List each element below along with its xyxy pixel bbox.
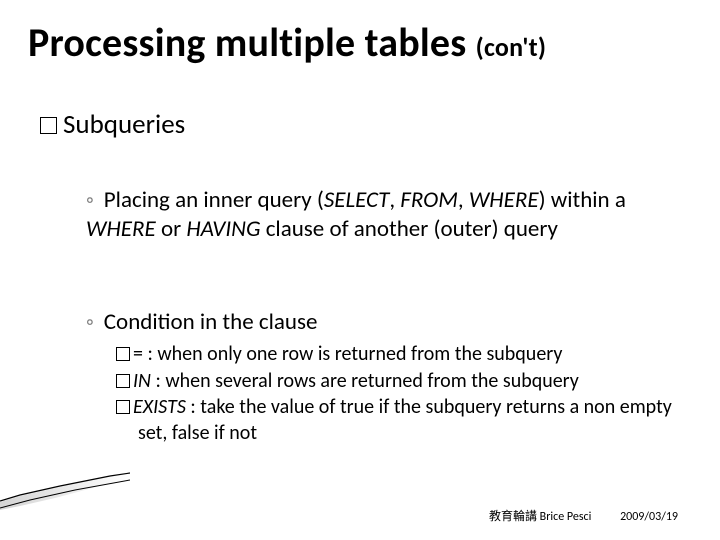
square-bullet-icon (40, 117, 57, 134)
kw-where2: WHERE (86, 215, 156, 243)
slide-footer: 教育輪講 Brice Pesci 2009/03/19 (489, 507, 678, 524)
cond-equals: = : when only one row is returned from t… (116, 342, 686, 368)
op-equals: = (133, 342, 143, 366)
circle-bullet-icon: ◦ (86, 308, 94, 335)
kw-having: HAVING (186, 215, 260, 243)
sub-bullet-placing: ◦ Placing an inner query (SELECT, FROM, W… (86, 186, 686, 244)
title-main: Processing multiple tables (28, 18, 466, 67)
slide-title: Processing multiple tables (con't) (28, 18, 546, 67)
cond1-text: : when only one row is returned from the… (143, 342, 562, 366)
condition-list: = : when only one row is returned from t… (116, 342, 686, 447)
cond-in: IN : when several rows are returned from… (116, 369, 686, 395)
cond3-text: : take the value of true if the subquery… (138, 395, 672, 445)
kw-where1: WHERE (469, 186, 539, 214)
cond-exists: EXISTS : take the value of true if the s… (116, 395, 686, 446)
square-bullet-icon (116, 374, 130, 388)
kw-from: FROM (400, 186, 458, 214)
circle-bullet-icon: ◦ (86, 186, 94, 213)
t6: clause of another (outer) query (261, 215, 558, 243)
square-bullet-icon (116, 347, 130, 361)
t2: , (389, 186, 400, 214)
slide: Processing multiple tables (con't) Subqu… (0, 0, 720, 540)
footer-author: 教育輪講 Brice Pesci (489, 510, 591, 524)
op-exists: EXISTS (133, 395, 186, 419)
subqueries-label: Subqueries (63, 108, 185, 141)
kw-select: SELECT (324, 186, 390, 214)
square-bullet-icon (116, 400, 130, 414)
corner-decor (0, 468, 130, 512)
footer-date: 2009/03/19 (620, 510, 678, 524)
title-suffix: (con't) (476, 31, 547, 63)
sub-bullet-condition: ◦ Condition in the clause (86, 308, 686, 337)
t4: ) within a (539, 186, 626, 214)
condition-label: Condition in the clause (104, 308, 318, 336)
t5: or (156, 215, 187, 243)
t1: Placing an inner query ( (104, 186, 324, 214)
cond2-text: : when several rows are returned from th… (151, 369, 579, 393)
bullet-subqueries: Subqueries (40, 108, 185, 141)
t3: , (458, 186, 469, 214)
op-in: IN (133, 369, 151, 393)
